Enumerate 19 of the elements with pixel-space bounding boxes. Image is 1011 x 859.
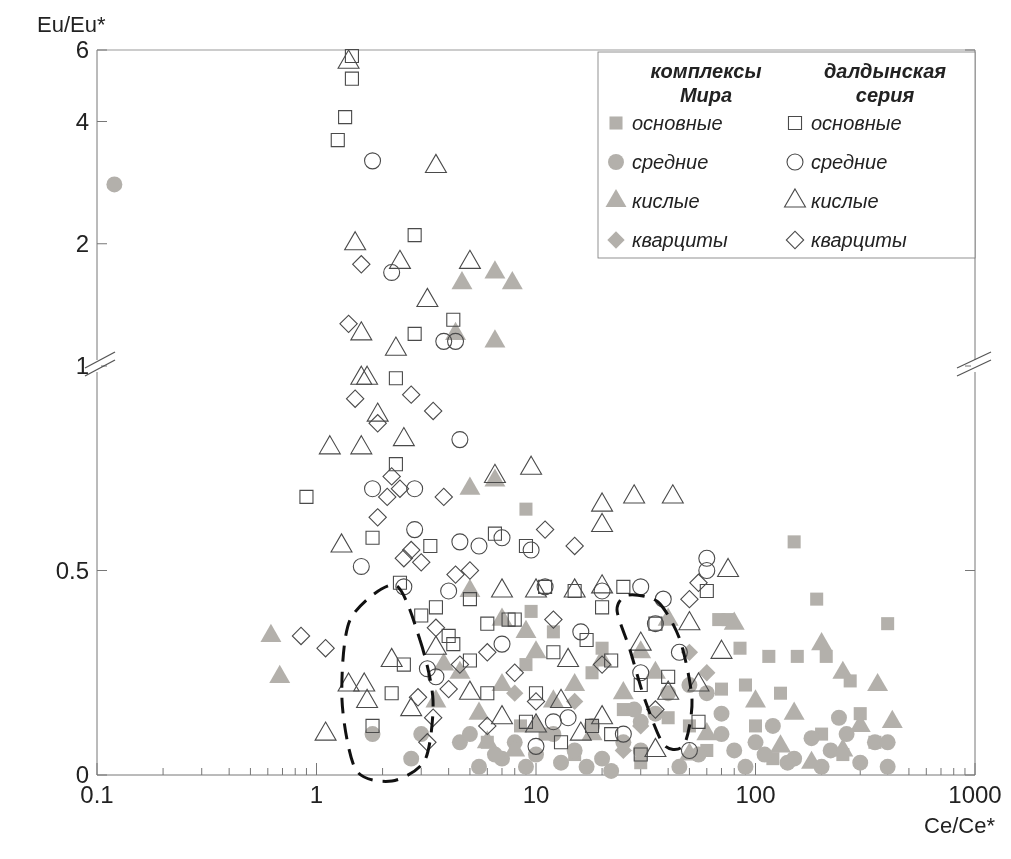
legend-label: основные [632, 112, 723, 134]
legend-label: кислые [811, 190, 879, 212]
x-tick-label: 10 [522, 781, 550, 808]
legend-label: средние [811, 151, 888, 173]
y-axis-title: Eu/Eu* [37, 12, 106, 37]
y-tick-label: 1 [75, 352, 89, 380]
legend-label: кислые [632, 190, 700, 212]
x-axis-title: Ce/Ce* [924, 813, 996, 838]
x-tick-label: 1000 [948, 781, 1002, 808]
y-tick-label: 4 [75, 107, 89, 135]
y-tick-label: 0.5 [55, 556, 89, 584]
x-tick-label: 1 [309, 781, 324, 808]
legend-label: кварциты [811, 229, 907, 251]
legend-label: средние [632, 151, 709, 173]
x-tick-label: 100 [735, 781, 776, 808]
y-tick-label: 2 [75, 230, 89, 258]
legend-label: основные [811, 112, 902, 134]
y-tick-label: 6 [75, 36, 89, 64]
legend-label: кварциты [632, 229, 728, 251]
